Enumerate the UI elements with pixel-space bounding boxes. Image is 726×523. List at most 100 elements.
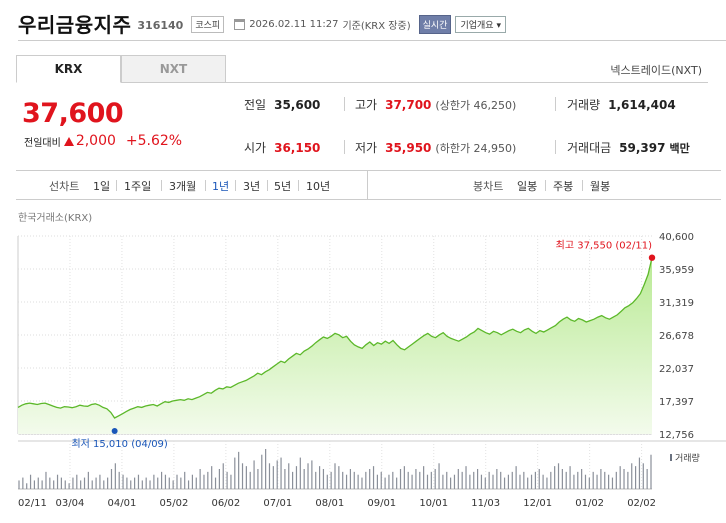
- period-divider: [205, 180, 206, 191]
- period-bar-divider: [367, 171, 368, 199]
- amount-unit: 백만: [669, 142, 690, 155]
- nxt-exchange-label: 넥스트레이드(NXT): [610, 64, 702, 77]
- header-divider: [18, 40, 726, 41]
- period-1y[interactable]: 1년: [212, 180, 230, 193]
- market-tabs: KRX NXT: [16, 55, 226, 83]
- quote-amount: 거래대금 59,397 백만: [567, 139, 690, 156]
- current-price: 37,600: [22, 98, 124, 129]
- high-annotation: 최고 37,550 (02/11): [556, 240, 652, 252]
- y-tick-label: 26,678: [659, 331, 694, 342]
- volume-legend-label: 거래량: [675, 452, 700, 464]
- chevron-down-icon: ▾: [496, 21, 501, 31]
- price-line: [17, 257, 653, 419]
- amount-value: 59,397: [619, 141, 666, 155]
- x-tick-label: 09/01: [367, 498, 396, 509]
- change-amount: 2,000: [75, 133, 116, 149]
- quote-low: 저가 35,950 (하한가 24,950): [355, 139, 516, 156]
- quote-datetime: 2026.02.11 11:27: [249, 19, 339, 30]
- candle-daily[interactable]: 일봉: [517, 180, 538, 193]
- period-divider: [116, 180, 117, 191]
- x-tick-label: 11/03: [471, 498, 500, 509]
- prev-close-label: 전일: [244, 98, 267, 112]
- candle-chart-title: 봉차트: [473, 180, 504, 193]
- chart-area-layer: [17, 257, 653, 434]
- y-tick-label: 22,037: [659, 364, 694, 375]
- high-value: 37,700: [385, 98, 432, 112]
- open-value: 36,150: [274, 141, 321, 155]
- x-tick-label: 05/02: [159, 498, 188, 509]
- volume-legend-swatch: [670, 454, 672, 461]
- stock-code: 316140: [137, 19, 184, 32]
- period-divider: [545, 180, 546, 191]
- realtime-button[interactable]: 실시간: [418, 15, 452, 34]
- quote-separator: [344, 140, 345, 154]
- x-tick-label: 12/01: [523, 498, 552, 509]
- stock-name[interactable]: 우리금융지주: [18, 12, 132, 37]
- y-tick-label: 35,959: [659, 265, 694, 276]
- price-chart[interactable]: 거래량 40,600 35,959 31,319 26,678 22,037 17,397…: [0, 225, 726, 523]
- quote-open: 시가 36,150: [244, 139, 320, 156]
- period-divider: [235, 180, 236, 191]
- x-axis: 02/11 03/04 04/01 05/02 06/02 07/01 08/01 09/01…: [18, 498, 656, 509]
- quote-separator: [555, 140, 556, 154]
- quote-separator: [344, 97, 345, 111]
- quote-basis: 기준(KRX 장중): [342, 21, 411, 32]
- change-percent: +5.62%: [125, 133, 183, 149]
- high-label: 고가: [355, 98, 378, 112]
- low-label: 저가: [355, 141, 378, 155]
- candle-monthly[interactable]: 월봉: [590, 180, 611, 193]
- change-label: 전일대비: [24, 137, 61, 149]
- y-tick-label: 12,756: [659, 430, 694, 441]
- chart-annotations: 최고 37,550 (02/11) 최저 15,010 (04/09): [71, 240, 656, 450]
- lower-limit: (하한가 24,950): [435, 142, 517, 155]
- period-divider: [582, 180, 583, 191]
- y-tick-label: 31,319: [659, 298, 694, 309]
- volume-bars: 거래량: [18, 449, 700, 489]
- x-tick-label: 02/02: [627, 498, 656, 509]
- low-annotation: 최저 15,010 (04/09): [71, 438, 167, 450]
- period-bar: 선차트 1일 1주일 3개월 1년 3년 5년 10년 봉차트 일봉 주봉 월봉: [16, 170, 721, 200]
- company-info-dropdown[interactable]: 기업개요 ▾: [455, 16, 506, 33]
- period-3m[interactable]: 3개월: [169, 180, 197, 193]
- line-chart-title: 선차트: [49, 180, 80, 193]
- upper-limit: (상한가 46,250): [435, 99, 517, 112]
- period-divider: [161, 180, 162, 191]
- tab-krx[interactable]: KRX: [16, 55, 121, 83]
- company-info-label: 기업개요: [460, 21, 494, 31]
- open-label: 시가: [244, 141, 267, 155]
- exchange-label: 한국거래소(KRX): [18, 213, 93, 224]
- period-3y[interactable]: 3년: [243, 180, 261, 193]
- period-1d[interactable]: 1일: [93, 180, 111, 193]
- volume-label: 거래량: [567, 98, 601, 112]
- period-5y[interactable]: 5년: [274, 180, 292, 193]
- y-tick-label: 17,397: [659, 397, 694, 408]
- x-tick-label: 06/02: [211, 498, 240, 509]
- x-tick-label: 08/01: [315, 498, 344, 509]
- low-value: 35,950: [385, 141, 432, 155]
- x-tick-label: 01/02: [575, 498, 604, 509]
- prev-close-value: 35,600: [274, 98, 321, 112]
- price-change: 전일대비 2,000 +5.62%: [24, 133, 182, 149]
- period-1w[interactable]: 1주일: [124, 180, 152, 193]
- x-tick-label: 10/01: [419, 498, 448, 509]
- stock-header: 우리금융지주 316140 코스피 2026.02.11 11:27 기준(KR…: [18, 10, 506, 37]
- low-marker: [111, 427, 118, 434]
- x-tick-label: 02/11: [18, 498, 47, 509]
- period-10y[interactable]: 10년: [306, 180, 331, 193]
- quote-volume: 거래량 1,614,404: [567, 96, 676, 113]
- amount-label: 거래대금: [567, 141, 612, 155]
- quote-separator: [555, 97, 556, 111]
- x-tick-label: 07/01: [263, 498, 292, 509]
- tab-nxt[interactable]: NXT: [121, 55, 226, 83]
- x-tick-label: 04/01: [108, 498, 137, 509]
- high-marker: [648, 254, 656, 261]
- tab-divider: [226, 82, 708, 83]
- x-tick-label: 03/04: [56, 498, 85, 509]
- up-arrow-icon: [63, 136, 74, 146]
- period-divider: [298, 180, 299, 191]
- price-area-fill: [18, 257, 652, 434]
- quote-prev-close: 전일 35,600: [244, 96, 320, 113]
- y-tick-label: 40,600: [659, 232, 694, 243]
- candle-weekly[interactable]: 주봉: [553, 180, 574, 193]
- period-divider: [267, 180, 268, 191]
